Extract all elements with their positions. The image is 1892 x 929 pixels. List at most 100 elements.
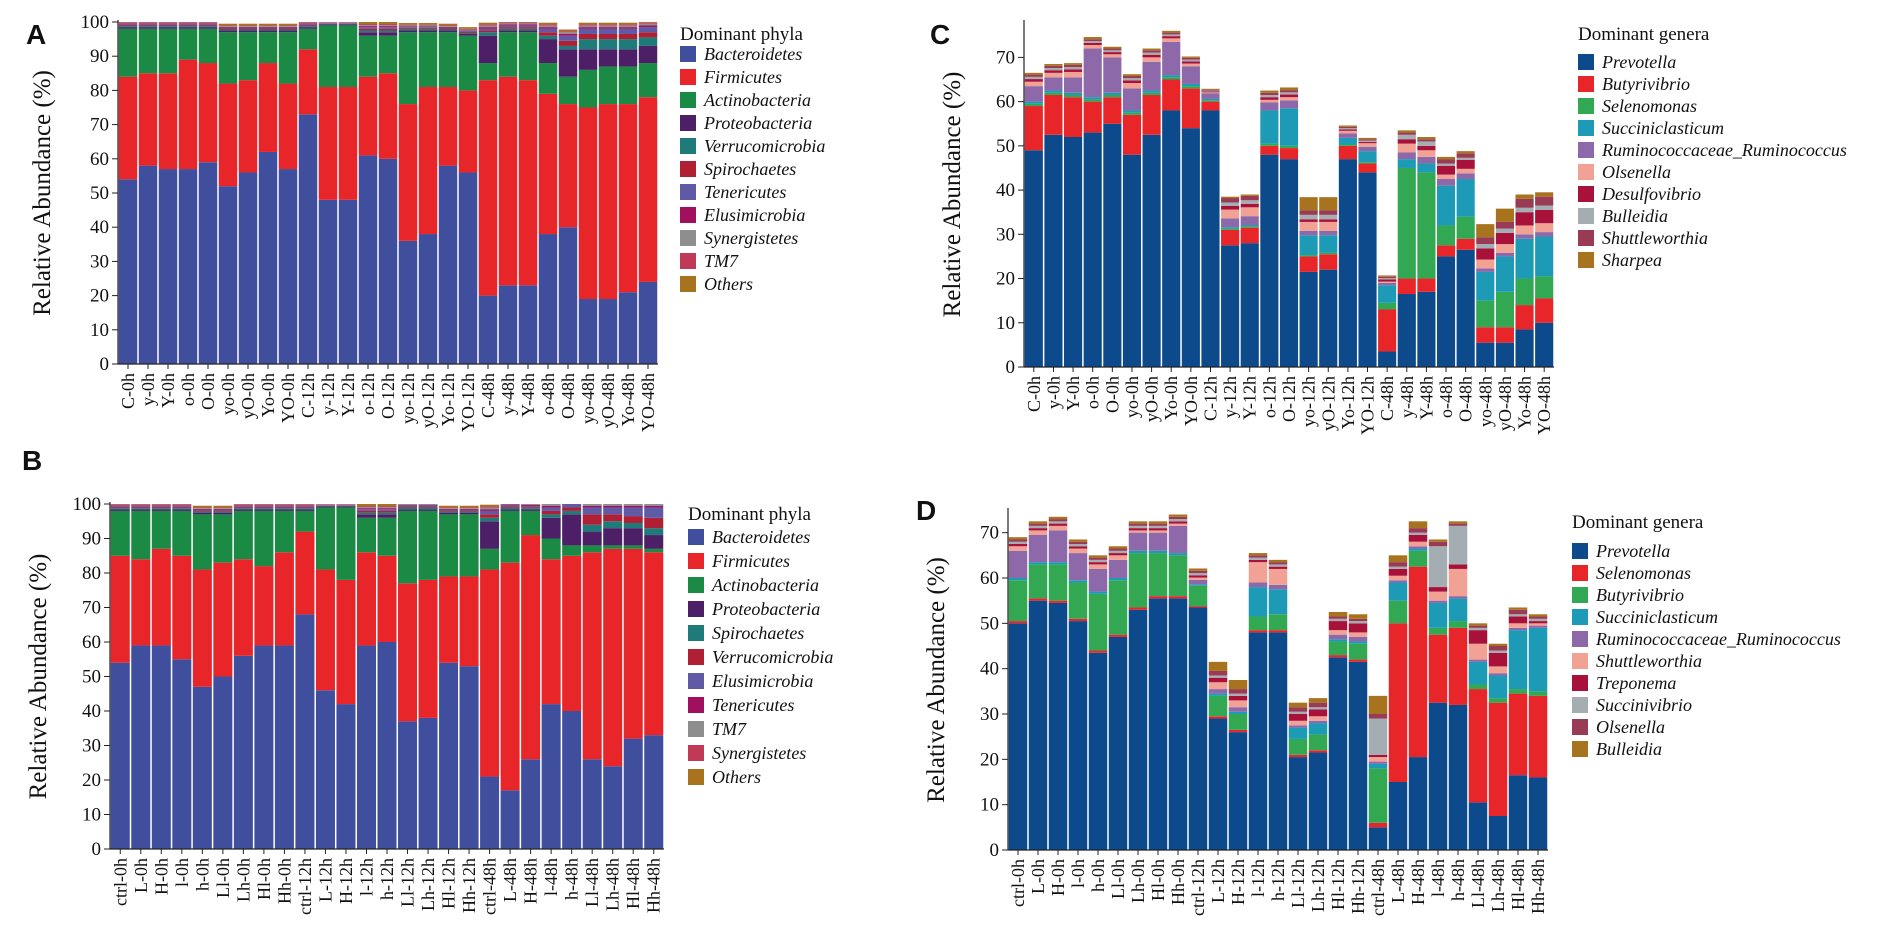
bar-segment-tenericutes [578, 28, 598, 34]
bar-segment-ruminococcaceae-ruminococcus [1248, 582, 1268, 588]
bar-segment-olsenella [1240, 207, 1259, 217]
bar-segment-butyrivibrio [1328, 641, 1348, 656]
bar-segment-tenericutes [582, 505, 602, 508]
bar-segment-elusimicrobia [213, 509, 233, 511]
bar-segment-sharpea [1495, 208, 1514, 222]
stacked-bars [118, 22, 658, 364]
bar-segment-olsenella [1328, 616, 1348, 619]
bar-segment-bulleidia [1024, 76, 1043, 80]
bar-segment-verrucomicrobia [378, 30, 398, 33]
bar-segment-selenomonas [1448, 627, 1468, 705]
legend-swatch [1572, 543, 1588, 559]
bar-segment-desulfovibrio [1515, 212, 1534, 226]
bar-segment-spirochaetes [138, 25, 158, 27]
bar-segment-proteobacteria [110, 509, 130, 511]
bar-segment-tm7 [541, 504, 561, 506]
bar-segment-bacteroidetes [598, 299, 618, 364]
bar-segment-tm7 [618, 24, 638, 26]
bar-segment-prevotella [1044, 134, 1063, 367]
bar-segment-succinivibrio [1088, 559, 1108, 563]
bar-segment-verrucomicrobia [172, 507, 192, 509]
bar-segment-firmicutes [618, 104, 638, 293]
legend-swatch [1572, 631, 1588, 647]
bar-segment-bulleidia [1288, 702, 1308, 708]
bar-segment-bacteroidetes [298, 114, 318, 364]
bar-segment-treponema [1228, 695, 1248, 701]
bar-segment-tm7 [480, 507, 500, 510]
x-tick-label: YO-0h [278, 373, 298, 423]
x-tick-label: C-48h [1377, 376, 1397, 421]
y-tick-label: 10 [90, 320, 109, 341]
bar-segment-shuttleworthia [1088, 564, 1108, 569]
legend-swatch [1572, 675, 1588, 691]
bar-segment-succinivibrio [1108, 550, 1128, 554]
bar-segment-succinivibrio [1008, 541, 1028, 544]
bar-segment-olsenella [1260, 99, 1279, 103]
bar-segment-desulfovibrio [1260, 97, 1279, 100]
bar-segment-spirochaetes [500, 507, 520, 510]
bar-segment-elusimicrobia [618, 27, 638, 29]
bar-segment-olsenella [1308, 702, 1328, 708]
x-tick-label: Ll-12h [1288, 859, 1308, 908]
x-tick-label: Lh-0h [233, 858, 253, 902]
bar-segment-succinivibrio [1248, 557, 1268, 560]
x-tick-label: H-0h [1048, 859, 1068, 896]
x-tick-label: Lh-12h [1308, 859, 1328, 912]
y-tick-label: 70 [980, 523, 999, 544]
y-tick-label: 100 [81, 12, 110, 33]
bar-segment-proteobacteria [218, 30, 238, 33]
legend-swatch [680, 161, 696, 177]
bar-segment-spirochaetes [398, 507, 418, 510]
bar-segment-proteobacteria [298, 27, 318, 29]
bar-segment-tenericutes [138, 24, 158, 26]
legend-swatch [1578, 186, 1594, 202]
bar-segment-verrucomicrobia [295, 507, 315, 509]
y-tick-label: 90 [82, 529, 101, 550]
bar-segment-spirochaetes [131, 508, 151, 510]
bar-segment-succiniclasticum [1188, 584, 1208, 586]
bar-segment-proteobacteria [480, 521, 500, 549]
x-tick-label: YO-0h [1181, 376, 1201, 426]
bar-segment-tm7 [518, 22, 538, 24]
bar-segment-shuttleworthia [1188, 577, 1208, 580]
bar-segment-tenericutes [498, 25, 518, 28]
bar-segment-selenomonas [1428, 634, 1448, 703]
legend-swatch [688, 577, 704, 593]
bar-segment-succiniclasticum [1221, 227, 1240, 229]
bar-segment-verrucomicrobia [598, 39, 618, 50]
bar-segment-actinobacteria [623, 545, 643, 549]
bar-segment-treponema [1448, 564, 1468, 569]
bar-segment-sharpea [1044, 64, 1063, 66]
bar-segment-actinobacteria [356, 517, 376, 553]
bar-segment-olsenella [1448, 523, 1468, 526]
bar-segment-synergistetes [638, 23, 658, 26]
legend-swatch [1578, 120, 1594, 136]
y-axis-title: Relative Abundance (%) [29, 70, 56, 316]
bar-segment-prevotella [1028, 600, 1048, 850]
bar-segment-prevotella [1240, 243, 1259, 367]
bar-segment-sharpea [1083, 37, 1102, 40]
x-tick-label: Ll-48h [1468, 859, 1488, 908]
bar-segment-actinobacteria [158, 28, 178, 74]
bar-segment-butyrivibrio [1436, 245, 1456, 257]
bar-segment-others [192, 505, 212, 508]
x-tick-label: ctrl-12h [1188, 859, 1208, 916]
bar-segment-succiniclasticum [1397, 159, 1416, 168]
bar-segment-prevotella [1348, 661, 1368, 850]
bar-segment-desulfovibrio [1279, 94, 1299, 98]
bar-segment-spirochaetes [521, 508, 541, 510]
legend-item-label: Succiniclasticum [1602, 118, 1724, 138]
bar-segment-bulleidia [1122, 78, 1142, 81]
bar-segment-ruminococcaceae-ruminococcus [1279, 100, 1299, 109]
legend-swatch [680, 184, 696, 200]
bar-segment-bacteroidetes [644, 735, 664, 849]
bar-segment-verrucomicrobia [518, 28, 538, 31]
bar-segment-elusimicrobia [418, 26, 438, 27]
bar-segment-elusimicrobia [644, 507, 664, 518]
bar-segment-sharpea [1535, 192, 1554, 197]
legend-swatch [1572, 719, 1588, 735]
bar-segment-desulfovibrio [1436, 165, 1456, 175]
x-tick-label: Ll-0h [213, 858, 233, 898]
bar-segment-treponema [1048, 523, 1068, 526]
bar-segment-synergistetes [498, 23, 518, 25]
